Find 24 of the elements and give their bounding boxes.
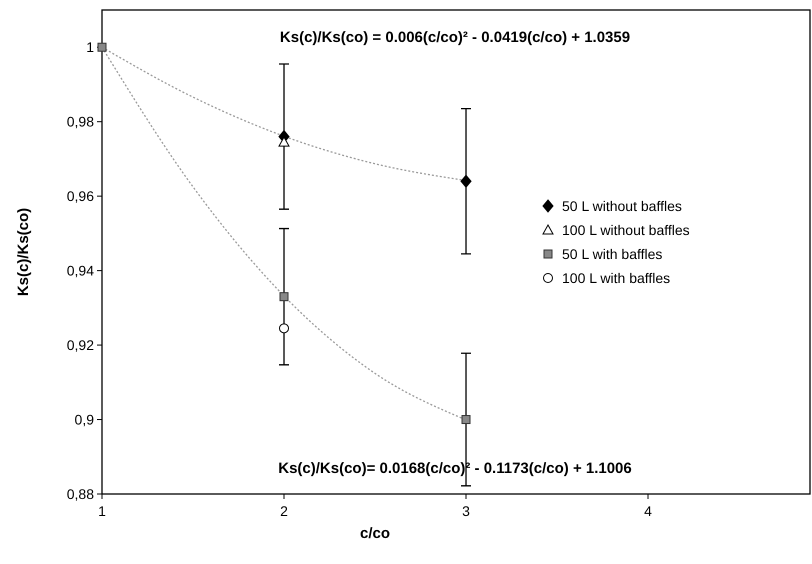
x-tick-label: 2	[280, 503, 288, 519]
y-tick-label: 0,94	[66, 262, 94, 279]
point	[98, 42, 106, 52]
point	[278, 136, 290, 147]
point	[462, 415, 471, 424]
legend-label: 100 L with baffles	[562, 270, 670, 286]
y-tick-label: 1	[86, 39, 94, 56]
y-tick-label: 0,96	[66, 188, 94, 204]
y-tick-label: 0,9	[74, 411, 94, 428]
x-tick-label: 1	[98, 503, 106, 519]
legend-label: 100 L without baffles	[562, 222, 690, 238]
point	[279, 323, 290, 334]
annotation: Ks(c)/Ks(co) = 0.006(c/co)² - 0.0419(c/co) + 1.0359	[280, 29, 630, 46]
x-tick-label: 4	[644, 503, 652, 519]
y-tick-label: 0,98	[66, 114, 94, 130]
y-tick-label: 0,88	[66, 486, 94, 502]
point	[280, 292, 289, 302]
y-axis-title: Ks(c)/Ks(co)	[15, 208, 32, 296]
x-tick-label: 3	[462, 503, 470, 519]
y-tick-label: 0,92	[66, 336, 94, 353]
x-axis-title: c/co	[360, 525, 390, 542]
legend-label: 50 L with baffles	[562, 246, 662, 262]
legend-label: 50 L without baffles	[562, 198, 682, 214]
point	[460, 174, 472, 188]
